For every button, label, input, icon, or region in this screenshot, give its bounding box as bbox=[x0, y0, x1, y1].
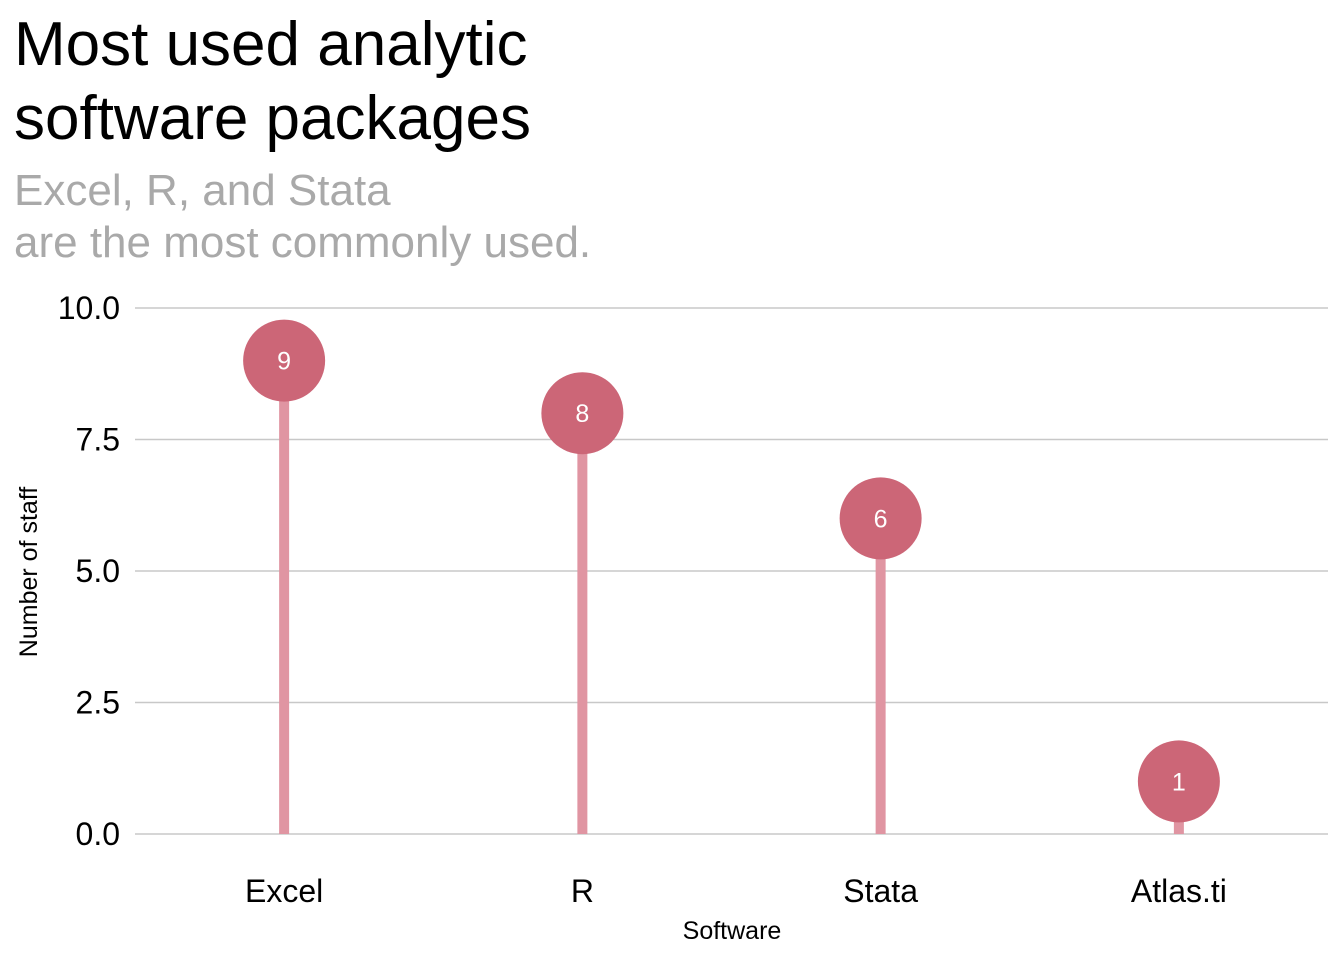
stems bbox=[279, 360, 1184, 834]
data-point bbox=[243, 319, 326, 402]
chart-title: Most used analytic software packages bbox=[14, 8, 914, 156]
y-tick-label: 2.5 bbox=[76, 685, 120, 721]
gridlines bbox=[135, 307, 1328, 835]
x-tick-label: Atlas.ti bbox=[1131, 873, 1227, 909]
y-tick-label: 7.5 bbox=[76, 422, 120, 458]
chart-subtitle: Excel, R, and Stata are the most commonl… bbox=[14, 165, 914, 269]
data-label: 6 bbox=[874, 505, 888, 533]
x-tick-label: Excel bbox=[245, 873, 323, 909]
y-axis-ticks: 0.0 2.5 5.0 7.5 10.0 bbox=[58, 290, 120, 852]
data-point bbox=[839, 477, 922, 560]
x-axis-ticks: Excel R Stata Atlas.ti bbox=[245, 873, 1227, 909]
y-tick-label: 0.0 bbox=[76, 816, 120, 852]
chart-title-line-1: Most used analytic bbox=[14, 10, 528, 79]
chart-subtitle-line-1: Excel, R, and Stata bbox=[14, 166, 391, 215]
data-label: 1 bbox=[1172, 768, 1186, 796]
points: 9 8 6 1 bbox=[243, 319, 1220, 823]
x-tick-label: R bbox=[571, 873, 594, 909]
y-axis-title: Number of staff bbox=[15, 487, 43, 658]
data-label: 9 bbox=[277, 348, 291, 376]
y-tick-label: 5.0 bbox=[76, 553, 120, 589]
data-label: 8 bbox=[575, 400, 589, 428]
x-tick-label: Stata bbox=[843, 873, 918, 909]
data-point bbox=[1137, 740, 1220, 823]
chart-subtitle-line-2: are the most commonly used. bbox=[14, 218, 592, 267]
y-tick-label: 10.0 bbox=[58, 290, 120, 326]
data-point bbox=[541, 372, 624, 455]
x-axis-title: Software bbox=[683, 917, 782, 945]
chart-title-line-2: software packages bbox=[14, 84, 531, 153]
